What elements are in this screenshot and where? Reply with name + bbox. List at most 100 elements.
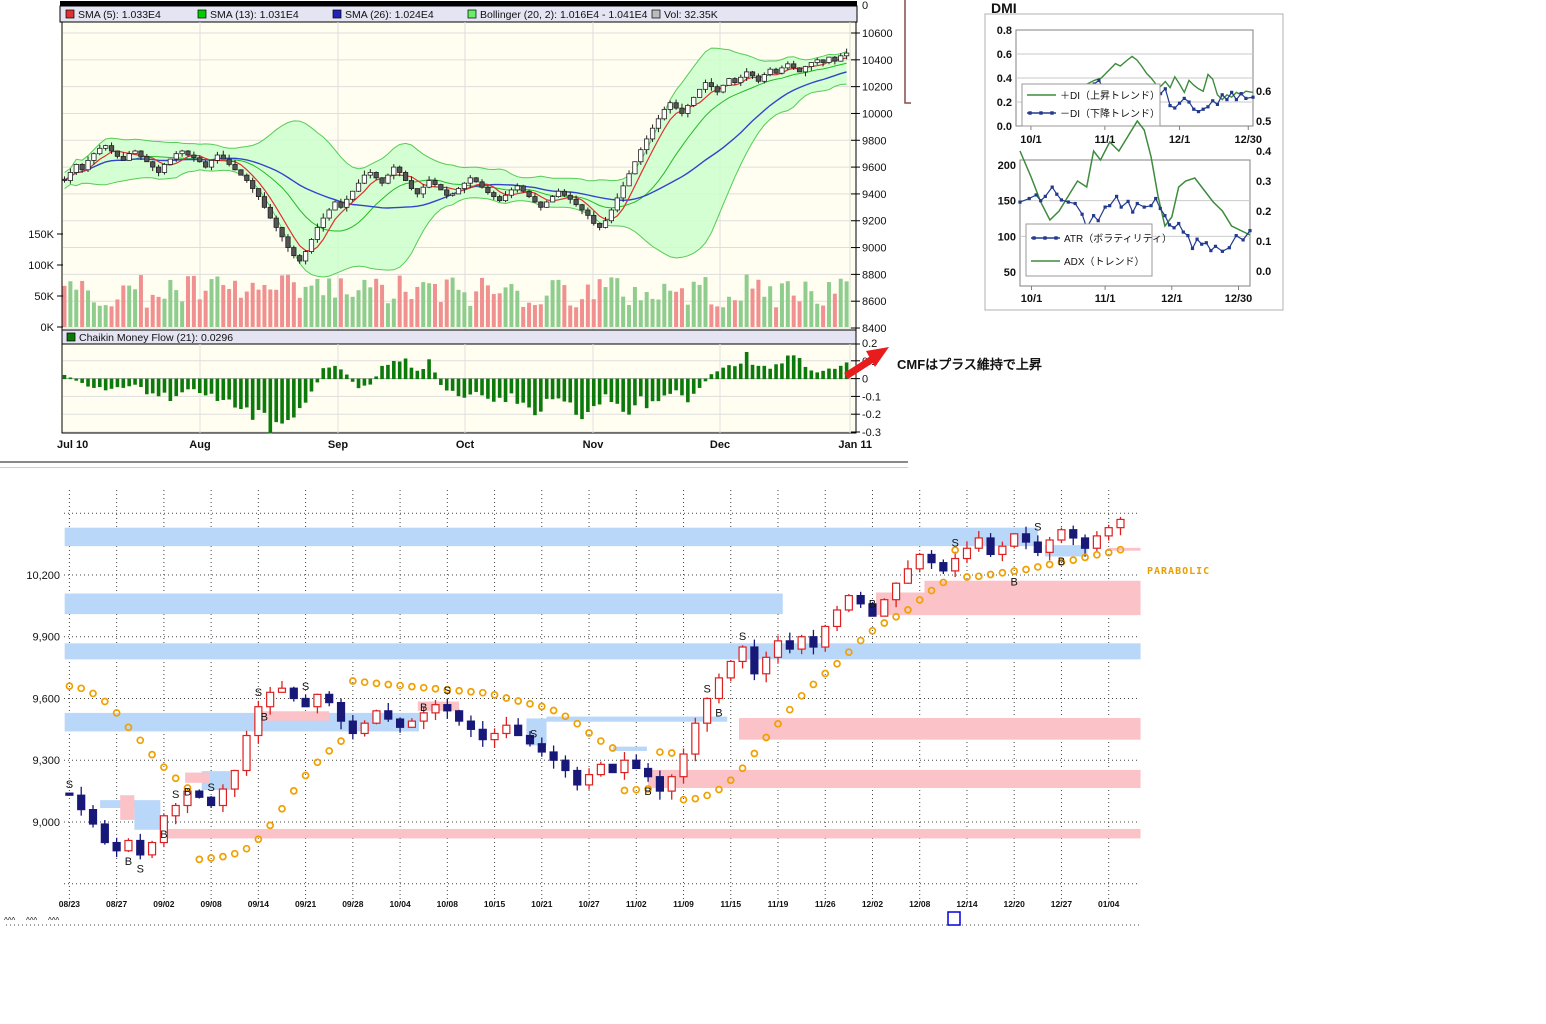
svg-text:S: S bbox=[703, 683, 710, 695]
svg-text:12/1: 12/1 bbox=[1161, 293, 1182, 305]
svg-text:S: S bbox=[951, 538, 958, 550]
svg-text:09/21: 09/21 bbox=[295, 899, 317, 909]
svg-text:Jul 10: Jul 10 bbox=[57, 439, 88, 451]
svg-text:B: B bbox=[869, 598, 876, 610]
svg-text:10600: 10600 bbox=[862, 28, 893, 40]
svg-text:100K: 100K bbox=[28, 260, 54, 272]
svg-text:09/28: 09/28 bbox=[342, 899, 364, 909]
svg-text:9,000: 9,000 bbox=[32, 817, 60, 829]
svg-text:S: S bbox=[172, 789, 179, 801]
svg-text:S: S bbox=[739, 631, 746, 643]
svg-text:0.4: 0.4 bbox=[1256, 146, 1272, 158]
svg-text:0.3: 0.3 bbox=[1256, 176, 1271, 188]
svg-text:-0.2: -0.2 bbox=[862, 409, 881, 421]
svg-text:08/27: 08/27 bbox=[106, 899, 128, 909]
svg-text:S: S bbox=[66, 779, 73, 791]
svg-text:B: B bbox=[1011, 577, 1018, 589]
cmf-annotation-text: CMFはプラス維持で上昇 bbox=[897, 357, 1042, 372]
svg-text:Bollinger (20, 2): 1.016E4 - 1: Bollinger (20, 2): 1.016E4 - 1.041E4 bbox=[480, 9, 648, 21]
svg-text:^^^: ^^^ bbox=[4, 916, 16, 925]
svg-text:ATR（ボラティリティ）: ATR（ボラティリティ） bbox=[1064, 233, 1172, 245]
svg-text:9,600: 9,600 bbox=[32, 693, 60, 705]
svg-text:^^^: ^^^ bbox=[26, 916, 38, 925]
svg-text:10/15: 10/15 bbox=[484, 899, 506, 909]
svg-text:0.2: 0.2 bbox=[1256, 206, 1271, 218]
svg-text:Sep: Sep bbox=[328, 439, 348, 451]
svg-text:S: S bbox=[255, 687, 262, 699]
svg-text:B: B bbox=[715, 707, 722, 719]
svg-text:8600: 8600 bbox=[862, 296, 886, 308]
svg-text:50K: 50K bbox=[34, 291, 54, 303]
svg-text:10/27: 10/27 bbox=[578, 899, 600, 909]
svg-text:0.0: 0.0 bbox=[997, 121, 1012, 133]
svg-text:B: B bbox=[125, 856, 132, 868]
svg-text:12/1: 12/1 bbox=[1169, 134, 1190, 146]
svg-text:0.0: 0.0 bbox=[1256, 266, 1271, 278]
svg-text:0.8: 0.8 bbox=[997, 25, 1012, 37]
parabolic-label: PARABOLIC bbox=[1147, 566, 1211, 577]
svg-text:0.2: 0.2 bbox=[862, 338, 877, 350]
svg-text:150: 150 bbox=[998, 196, 1016, 208]
svg-text:100: 100 bbox=[998, 231, 1016, 243]
svg-text:10000: 10000 bbox=[862, 108, 893, 120]
svg-text:10,200: 10,200 bbox=[26, 570, 60, 582]
horizontal-separator bbox=[0, 461, 908, 468]
svg-text:SMA (5): 1.033E4: SMA (5): 1.033E4 bbox=[78, 9, 161, 21]
svg-text:^^^: ^^^ bbox=[48, 916, 60, 925]
svg-text:B: B bbox=[261, 712, 268, 724]
svg-text:9800: 9800 bbox=[862, 135, 886, 147]
svg-text:10200: 10200 bbox=[862, 82, 893, 94]
svg-text:-0.1: -0.1 bbox=[862, 391, 881, 403]
svg-text:10/1: 10/1 bbox=[1021, 293, 1042, 305]
svg-text:Chaikin Money Flow (21): 0.029: Chaikin Money Flow (21): 0.0296 bbox=[79, 332, 233, 344]
svg-text:12/02: 12/02 bbox=[862, 899, 884, 909]
svg-text:Vol: 32.35K: Vol: 32.35K bbox=[664, 9, 718, 21]
svg-text:09/08: 09/08 bbox=[200, 899, 222, 909]
svg-text:0.5: 0.5 bbox=[1256, 116, 1271, 128]
svg-text:Dec: Dec bbox=[710, 439, 730, 451]
svg-text:Aug: Aug bbox=[189, 439, 210, 451]
svg-text:0.4: 0.4 bbox=[997, 73, 1013, 85]
svg-text:Jan 11: Jan 11 bbox=[838, 439, 872, 451]
svg-text:0.6: 0.6 bbox=[1256, 86, 1271, 98]
svg-text:9400: 9400 bbox=[862, 189, 886, 201]
svg-text:ADX（トレンド）: ADX（トレンド） bbox=[1064, 256, 1145, 268]
svg-text:Oct: Oct bbox=[456, 439, 475, 451]
svg-text:-0.3: -0.3 bbox=[862, 427, 881, 439]
svg-text:50: 50 bbox=[1004, 267, 1016, 279]
svg-text:9600: 9600 bbox=[862, 162, 886, 174]
svg-text:11/02: 11/02 bbox=[626, 899, 647, 909]
svg-text:9,900: 9,900 bbox=[32, 632, 60, 644]
svg-text:11/26: 11/26 bbox=[815, 899, 836, 909]
svg-text:10/1: 10/1 bbox=[1020, 134, 1041, 146]
svg-text:0.6: 0.6 bbox=[997, 49, 1012, 61]
svg-text:11/15: 11/15 bbox=[720, 899, 741, 909]
svg-text:10/21: 10/21 bbox=[531, 899, 553, 909]
svg-text:B: B bbox=[644, 786, 651, 798]
svg-text:S: S bbox=[137, 863, 144, 875]
svg-text:01/04: 01/04 bbox=[1098, 899, 1120, 909]
daily-candlestick-chart: ^^^ ^^^ ^^^ 10,200 9,900 9,600 9,300 9,000 08/23… bbox=[4, 490, 1141, 926]
svg-text:12/30: 12/30 bbox=[1234, 134, 1262, 146]
svg-text:－DI（下降トレンド）: －DI（下降トレンド） bbox=[1060, 107, 1160, 120]
main-candlestick-chart: SMA (5): 1.033E4 SMA (13): 1.031E4 SMA (26… bbox=[28, 0, 911, 451]
svg-text:S: S bbox=[444, 685, 451, 697]
svg-text:S: S bbox=[1034, 521, 1041, 533]
svg-text:10/04: 10/04 bbox=[389, 899, 411, 909]
svg-text:＋DI（上昇トレンド）: ＋DI（上昇トレンド） bbox=[1060, 90, 1160, 102]
svg-text:S: S bbox=[207, 782, 214, 794]
svg-text:B: B bbox=[160, 829, 167, 841]
dmi-indicator-panel: 0.8 0.6 0.4 0.2 0.0 10/1 11/1 12/1 12/30 ＋DI（上昇トレ… bbox=[984, 13, 1284, 311]
svg-text:09/02: 09/02 bbox=[153, 899, 175, 909]
svg-text:10/08: 10/08 bbox=[437, 899, 459, 909]
svg-text:Nov: Nov bbox=[583, 439, 605, 451]
svg-text:9200: 9200 bbox=[862, 216, 886, 228]
svg-text:11/19: 11/19 bbox=[768, 899, 789, 909]
svg-text:11/09: 11/09 bbox=[673, 899, 694, 909]
svg-text:SMA (26): 1.024E4: SMA (26): 1.024E4 bbox=[345, 9, 434, 21]
svg-text:10400: 10400 bbox=[862, 55, 893, 67]
svg-text:B: B bbox=[1058, 556, 1065, 568]
svg-text:S: S bbox=[302, 681, 309, 693]
svg-text:09/14: 09/14 bbox=[248, 899, 270, 909]
